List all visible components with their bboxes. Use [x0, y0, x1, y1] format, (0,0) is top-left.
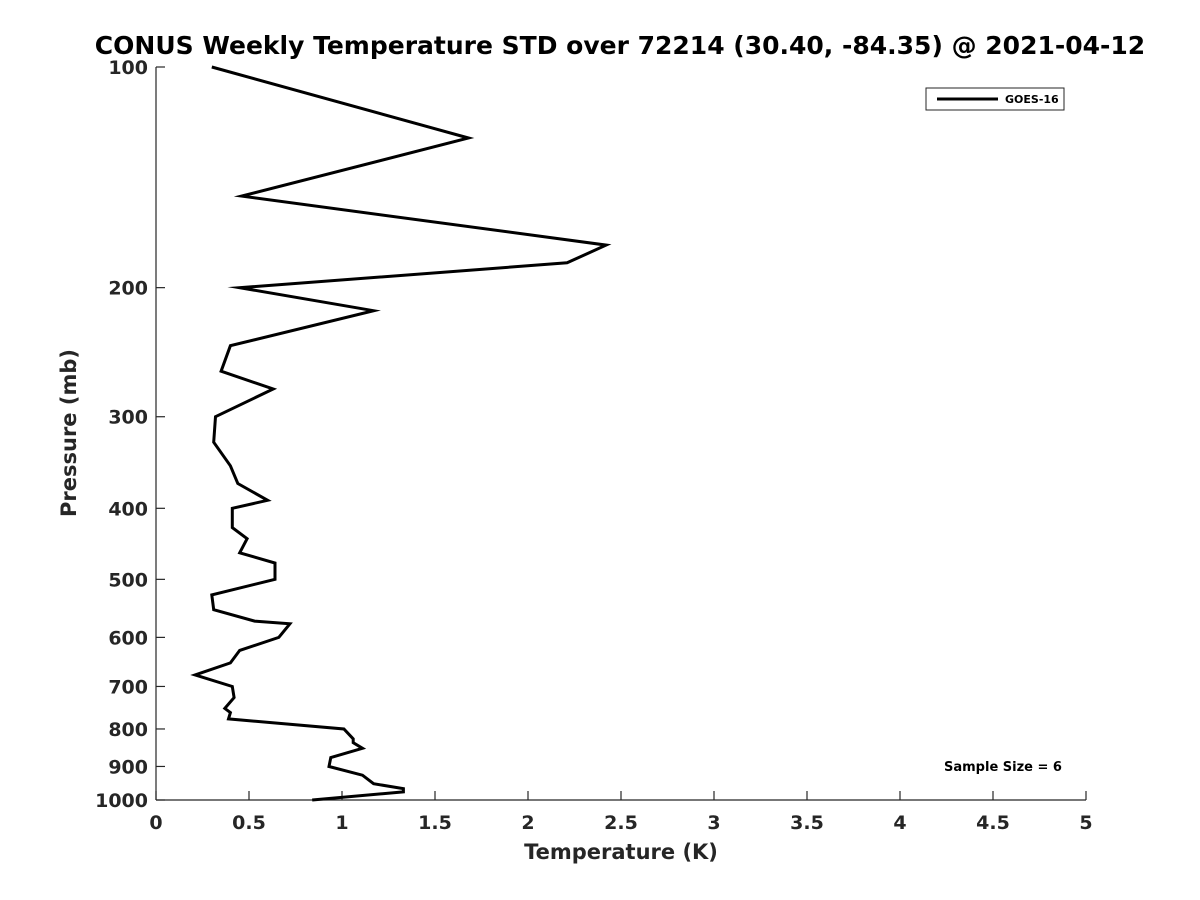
y-tick-label: 100 [108, 57, 148, 79]
sample-size-annotation: Sample Size = 6 [944, 760, 1062, 775]
y-tick-label: 600 [108, 627, 148, 649]
x-tick-label: 1.5 [418, 812, 452, 834]
x-tick-label: 1 [335, 812, 348, 834]
plot-axes [155, 67, 1086, 801]
plot-area [156, 67, 1086, 800]
y-tick-label: 300 [108, 407, 148, 429]
legend: GOES-16 [925, 87, 1065, 111]
x-tick-label: 0.5 [232, 812, 266, 834]
series-line-goes-16 [190, 65, 612, 802]
x-tick-label: 2.5 [604, 812, 638, 834]
x-tick-label: 4 [893, 812, 906, 834]
x-tick-label: 4.5 [976, 812, 1010, 834]
y-axis-ticks: 100 200 300 400 500 600 700 800 900 1000 [95, 57, 165, 812]
y-tick-label: 800 [108, 719, 148, 741]
x-axis-ticks: 0 0.5 1 1.5 2 2.5 3 3.5 4 4.5 5 [149, 791, 1093, 834]
chart-title: CONUS Weekly Temperature STD over 72214 … [95, 31, 1145, 60]
y-tick-label: 200 [108, 278, 148, 300]
x-tick-label: 2 [521, 812, 534, 834]
y-tick-label: 1000 [95, 790, 148, 812]
x-tick-label: 0 [149, 812, 162, 834]
series-layer [190, 65, 612, 802]
y-tick-label: 700 [108, 676, 148, 698]
y-tick-label: 900 [108, 756, 148, 778]
x-tick-label: 3 [707, 812, 720, 834]
x-tick-label: 5 [1079, 812, 1092, 834]
x-tick-label: 3.5 [790, 812, 824, 834]
y-tick-label: 500 [108, 569, 148, 591]
y-tick-label: 400 [108, 498, 148, 520]
y-axis-label: Pressure (mb) [57, 349, 81, 517]
legend-entry-goes-16: GOES-16 [1005, 93, 1059, 106]
x-axis-label: Temperature (K) [524, 840, 718, 864]
